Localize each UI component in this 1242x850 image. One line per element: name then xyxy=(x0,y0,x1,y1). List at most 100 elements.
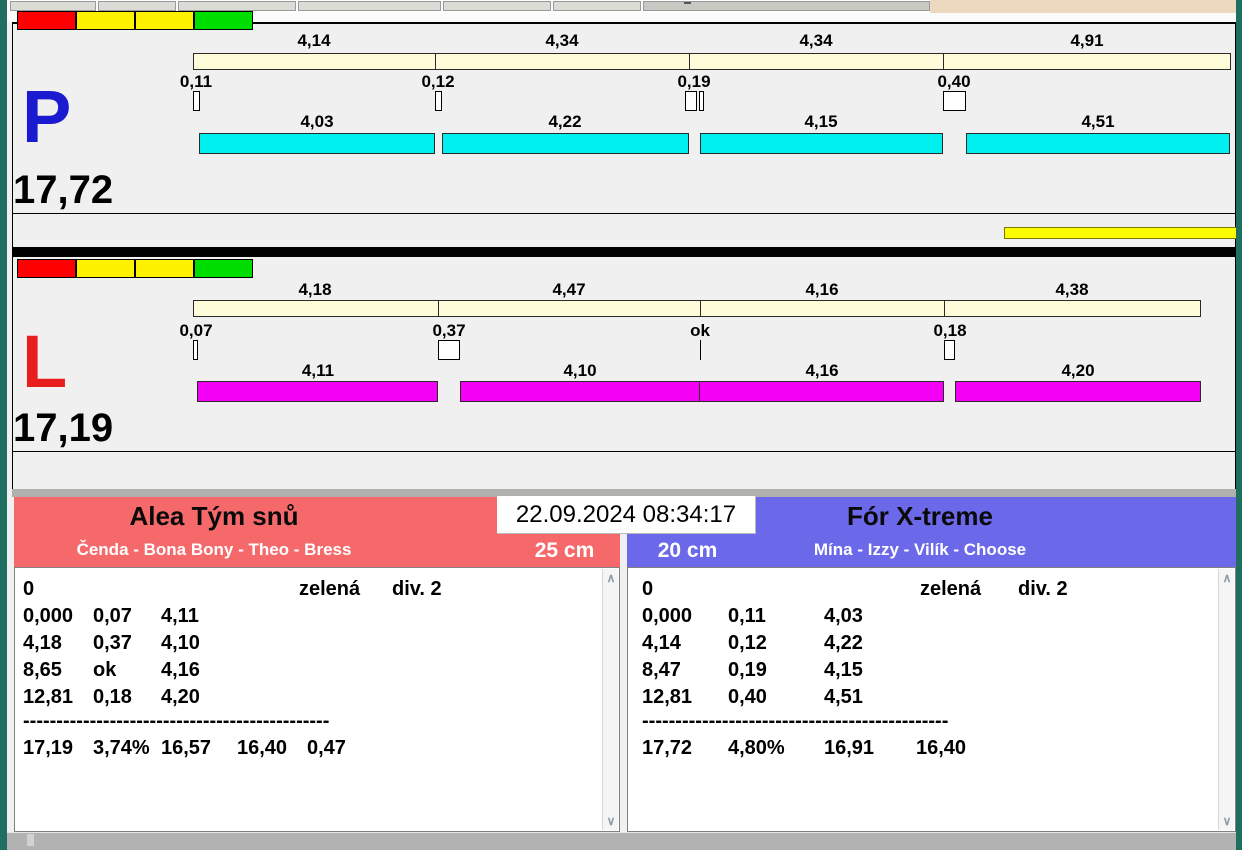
change-time-label: 0,18 xyxy=(933,322,966,339)
change-time-label: 0,07 xyxy=(179,322,212,339)
team-left-name: Alea Tým snů xyxy=(14,503,414,529)
total-dogs-sum: 16,57 xyxy=(161,738,211,758)
dog-run-bar xyxy=(966,133,1230,154)
traffic-light-yellow1 xyxy=(76,11,135,30)
desktop-strip xyxy=(930,0,1236,13)
change-box xyxy=(944,340,955,360)
change-time-label: 0,40 xyxy=(937,73,970,90)
light-status: zelená xyxy=(920,579,981,599)
split-cell: 8,47 xyxy=(642,660,681,680)
split-time-label: 4,34 xyxy=(545,32,578,49)
total-percent: 3,74% xyxy=(93,738,150,758)
dog-run-bar xyxy=(955,381,1201,402)
traffic-light-yellow1 xyxy=(76,259,135,278)
lane-l-total-time: 17,19 xyxy=(13,408,113,448)
change-box xyxy=(943,91,966,111)
change-time-label: 0,37 xyxy=(432,322,465,339)
results-pane-right: 0 zelená div. 2 0,000 0,11 4,03 4,14 0,1… xyxy=(627,567,1236,832)
change-cell: 0,37 xyxy=(93,633,132,653)
split-timeline-bar xyxy=(193,300,1201,317)
dog-cell: 4,22 xyxy=(824,633,863,653)
scroll-up-icon[interactable]: ∧ xyxy=(603,572,619,584)
dog-run-bar xyxy=(197,381,438,402)
split-divider xyxy=(943,53,944,70)
change-box xyxy=(435,91,442,111)
team-left-jump-height: 25 cm xyxy=(517,540,612,561)
team-right-jump-height: 20 cm xyxy=(640,540,735,561)
change-cell: 0,18 xyxy=(93,687,132,707)
run-number: 0 xyxy=(23,579,34,599)
dog-run-bar xyxy=(442,133,689,154)
total-best: 16,40 xyxy=(916,738,966,758)
split-cell: 4,14 xyxy=(642,633,681,653)
change-box xyxy=(193,91,200,111)
scroll-down-icon[interactable]: ∨ xyxy=(603,815,619,827)
change-time-label: 0,12 xyxy=(421,73,454,90)
total-best: 16,40 xyxy=(237,738,287,758)
dog-time-label: 4,22 xyxy=(548,113,581,130)
traffic-light-yellow2 xyxy=(135,11,194,30)
total-diff: 0,47 xyxy=(307,738,346,758)
dog-run-bar xyxy=(199,133,435,154)
lane-l-substrip xyxy=(12,452,1236,489)
toolbar-segment xyxy=(10,1,96,11)
dog-cell: 4,51 xyxy=(824,687,863,707)
split-divider xyxy=(438,300,439,317)
scrollbar[interactable]: ∧ ∨ xyxy=(1218,569,1234,830)
results-pane-left: 0 zelená div. 2 0,000 0,07 4,11 4,18 0,3… xyxy=(14,567,620,832)
dog-time-label: 4,20 xyxy=(1061,362,1094,379)
change-box xyxy=(438,340,460,360)
separator-line: ----------------------------------------… xyxy=(642,711,948,731)
split-divider xyxy=(944,300,945,317)
dog-cell: 4,10 xyxy=(161,633,200,653)
lane-p-letter: P xyxy=(22,80,71,154)
lane-divider-bar xyxy=(12,247,1236,255)
status-bar xyxy=(7,832,1236,850)
split-time-label: 4,34 xyxy=(799,32,832,49)
split-cell: 12,81 xyxy=(23,687,73,707)
traffic-light-red xyxy=(17,11,76,30)
change-time-label: ok xyxy=(690,322,710,339)
dog-time-label: 4,51 xyxy=(1081,113,1114,130)
change-cell: ok xyxy=(93,660,116,680)
split-cell: 0,000 xyxy=(642,606,692,626)
split-divider xyxy=(435,53,436,70)
change-cell: 0,19 xyxy=(728,660,767,680)
split-cell: 4,18 xyxy=(23,633,62,653)
dog-run-bar xyxy=(460,381,700,402)
split-divider xyxy=(689,53,690,70)
total-percent: 4,80% xyxy=(728,738,785,758)
dog-run-bar xyxy=(699,381,944,402)
split-time-label: 4,16 xyxy=(805,281,838,298)
traffic-light-red xyxy=(17,259,76,278)
dog-cell: 4,03 xyxy=(824,606,863,626)
toolbar-segment xyxy=(553,1,641,11)
traffic-light-green xyxy=(194,11,253,30)
dog-cell: 4,16 xyxy=(161,660,200,680)
change-cell: 0,11 xyxy=(728,606,766,626)
scroll-up-icon[interactable]: ∧ xyxy=(1219,572,1235,584)
split-cell: 8,65 xyxy=(23,660,62,680)
toolbar-segment xyxy=(178,1,296,11)
split-cell: 0,000 xyxy=(23,606,73,626)
split-time-label: 4,47 xyxy=(552,281,585,298)
scroll-down-icon[interactable]: ∨ xyxy=(1219,815,1235,827)
dog-time-label: 4,10 xyxy=(563,362,596,379)
separator-line: ----------------------------------------… xyxy=(23,711,329,731)
dog-run-bar xyxy=(700,133,943,154)
change-time-label: 0,19 xyxy=(677,73,710,90)
total-time: 17,72 xyxy=(642,738,692,758)
change-time-label: 0,11 xyxy=(180,73,212,90)
team-left-members: Čenda - Bona Bony - Theo - Bress xyxy=(14,541,414,558)
scrollbar[interactable]: ∧ ∨ xyxy=(602,569,618,830)
split-time-label: 4,38 xyxy=(1055,281,1088,298)
change-box xyxy=(685,91,697,111)
window-frame-right xyxy=(1236,0,1242,850)
lane-l-letter: L xyxy=(22,325,67,399)
dog-time-label: 4,03 xyxy=(300,113,333,130)
toolbar-segment xyxy=(298,1,441,11)
run-number: 0 xyxy=(642,579,653,599)
split-time-label: 4,14 xyxy=(297,32,330,49)
dog-cell: 4,15 xyxy=(824,660,863,680)
change-cell: 0,40 xyxy=(728,687,767,707)
